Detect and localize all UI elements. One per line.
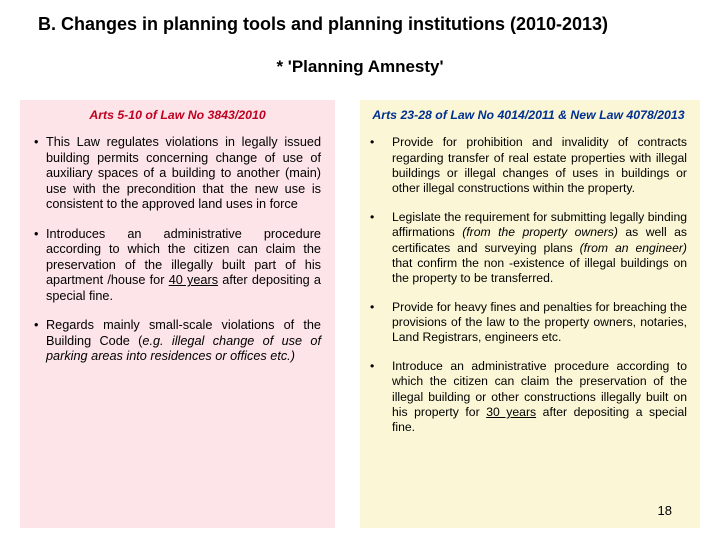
left-column: Arts 5-10 of Law No 3843/2010 This Law r… bbox=[20, 100, 335, 528]
left-bullets: This Law regulates violations in legally… bbox=[34, 135, 321, 364]
left-bullet-item: Introduces an administrative procedure a… bbox=[34, 227, 321, 304]
right-bullet-item: Provide for prohibition and invalidity o… bbox=[370, 135, 687, 197]
right-bullet-item: Introduce an administrative procedure ac… bbox=[370, 359, 687, 436]
right-bullet-item: Legislate the requirement for submitting… bbox=[370, 210, 687, 287]
page-number: 18 bbox=[658, 503, 672, 518]
slide-subtitle: * 'Planning Amnesty' bbox=[20, 57, 700, 77]
right-bullets: Provide for prohibition and invalidity o… bbox=[370, 135, 687, 435]
left-bullet-item: Regards mainly small-scale violations of… bbox=[34, 318, 321, 364]
right-column: Arts 23-28 of Law No 4014/2011 & New Law… bbox=[360, 100, 700, 528]
slide: B. Changes in planning tools and plannin… bbox=[0, 0, 720, 540]
right-bullet-item: Provide for heavy fines and penalties fo… bbox=[370, 300, 687, 346]
left-column-header: Arts 5-10 of Law No 3843/2010 bbox=[34, 108, 321, 123]
right-column-header: Arts 23-28 of Law No 4014/2011 & New Law… bbox=[370, 108, 687, 123]
slide-title: B. Changes in planning tools and plannin… bbox=[38, 14, 700, 35]
left-bullet-item: This Law regulates violations in legally… bbox=[34, 135, 321, 212]
columns-wrap: Arts 5-10 of Law No 3843/2010 This Law r… bbox=[20, 100, 700, 528]
